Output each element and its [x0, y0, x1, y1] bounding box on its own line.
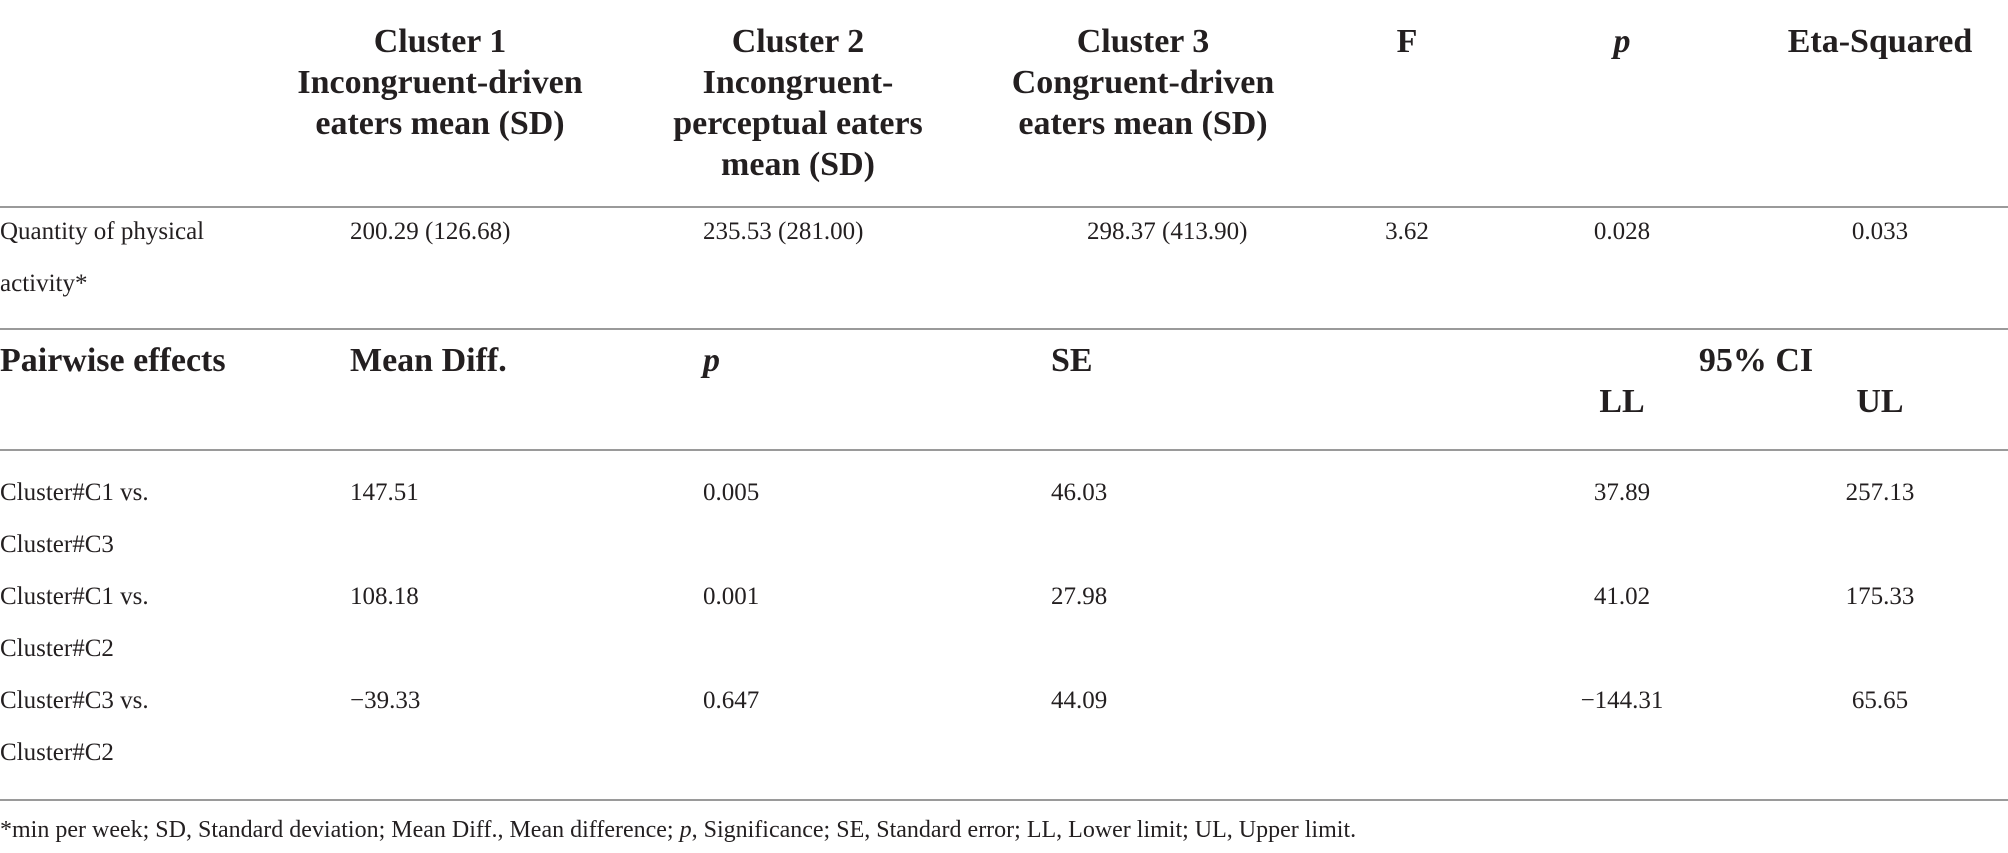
pairwise-row-ul: 65.65 [1851, 687, 1909, 714]
activity-eta-value: 0.033 [1851, 218, 1909, 245]
pairwise-header-label: Pairwise effects [0, 342, 226, 379]
table-row: Cluster#C1 vs. Cluster#C3 147.51 0.005 4… [0, 467, 2008, 571]
header-cluster1-line3: eaters mean (SD) [315, 105, 565, 142]
header-cluster2-line2: Incongruent- [702, 64, 894, 101]
header-p: p [1613, 23, 1631, 60]
header-eta-squared: Eta-Squared [1787, 23, 1973, 60]
header-f: F [1396, 23, 1418, 60]
pairwise-row-p: 0.647 [703, 687, 760, 714]
pairwise-row-label-line2: Cluster#C2 [0, 739, 114, 766]
pairwise-header-divider [0, 449, 2008, 451]
activity-label-line1: Quantity of physical [0, 218, 205, 245]
activity-p-value: 0.028 [1593, 218, 1651, 245]
activity-f-value: 3.62 [1385, 218, 1429, 245]
pairwise-row-label-line1: Cluster#C1 vs. [0, 583, 149, 610]
pairwise-row-ul: 175.33 [1845, 583, 1915, 610]
header-cluster3-line1: Cluster 3 [1076, 23, 1210, 60]
header-cluster3-line3: eaters mean (SD) [1018, 105, 1268, 142]
pairwise-row-label-line1: Cluster#C3 vs. [0, 687, 149, 714]
pairwise-row-se: 46.03 [1051, 479, 1108, 506]
pairwise-row-mean-diff: 108.18 [350, 583, 419, 610]
activity-label: Quantity of physical activity* [0, 206, 204, 310]
footnote-part1: *min per week; SD, Standard deviation; M… [0, 817, 680, 843]
activity-cluster1-value: 200.29 (126.68) [350, 218, 511, 245]
pairwise-row-ul: 257.13 [1845, 479, 1915, 506]
pairwise-row-ll: 41.02 [1593, 583, 1651, 610]
pairwise-row-p: 0.001 [703, 583, 760, 610]
header-cluster2: Cluster 2 Incongruent- perceptual eaters… [648, 21, 948, 185]
pairwise-header-ci: 95% CI [1698, 342, 1814, 379]
table-bottom-rule [0, 799, 2008, 801]
table-row: Cluster#C3 vs. Cluster#C2 −39.33 0.647 4… [0, 675, 2008, 779]
activity-cluster2-value: 235.53 (281.00) [703, 218, 864, 245]
pairwise-row-label: Cluster#C1 vs. Cluster#C2 [0, 571, 149, 675]
header-cluster3: Cluster 3 Congruent-driven eaters mean (… [978, 21, 1308, 144]
header-cluster1-line2: Incongruent-driven [297, 64, 583, 101]
header-cluster3-line2: Congruent-driven [1011, 64, 1275, 101]
pairwise-row-se: 44.09 [1051, 687, 1108, 714]
pairwise-row-label: Cluster#C1 vs. Cluster#C3 [0, 467, 149, 571]
header-cluster2-line3: perceptual eaters [673, 105, 923, 142]
pairwise-row-ll: −144.31 [1580, 687, 1664, 714]
pairwise-row-label-line2: Cluster#C3 [0, 531, 114, 558]
pairwise-header-ul: UL [1856, 383, 1904, 420]
pairwise-header-mean-diff: Mean Diff. [350, 342, 507, 379]
pairwise-row-se: 27.98 [1051, 583, 1108, 610]
pairwise-header-se: SE [1051, 342, 1093, 379]
pairwise-row-label-line1: Cluster#C1 vs. [0, 479, 149, 506]
pairwise-header-ll: LL [1599, 383, 1645, 420]
footnote-p: p [679, 817, 692, 843]
footnote-part2: , Significance; SE, Standard error; LL, … [691, 817, 1357, 843]
pairwise-row-label: Cluster#C3 vs. Cluster#C2 [0, 675, 149, 779]
pairwise-row-label-line2: Cluster#C2 [0, 635, 114, 662]
header-divider [0, 206, 2008, 208]
header-cluster1-line1: Cluster 1 [373, 23, 507, 60]
activity-cluster3-value: 298.37 (413.90) [1087, 218, 1248, 245]
header-cluster1: Cluster 1 Incongruent-driven eaters mean… [270, 21, 610, 144]
pairwise-header-p: p [703, 342, 720, 379]
activity-divider [0, 328, 2008, 330]
pairwise-row-p: 0.005 [703, 479, 760, 506]
table-row: Cluster#C1 vs. Cluster#C2 108.18 0.001 2… [0, 571, 2008, 675]
activity-label-line2: activity* [0, 270, 88, 297]
header-cluster2-line1: Cluster 2 [731, 23, 865, 60]
footnote: *min per week; SD, Standard deviation; M… [0, 815, 1356, 845]
pairwise-row-mean-diff: −39.33 [350, 687, 421, 714]
pairwise-row-ll: 37.89 [1593, 479, 1651, 506]
header-cluster2-line4: mean (SD) [721, 146, 875, 183]
pairwise-row-mean-diff: 147.51 [350, 479, 419, 506]
